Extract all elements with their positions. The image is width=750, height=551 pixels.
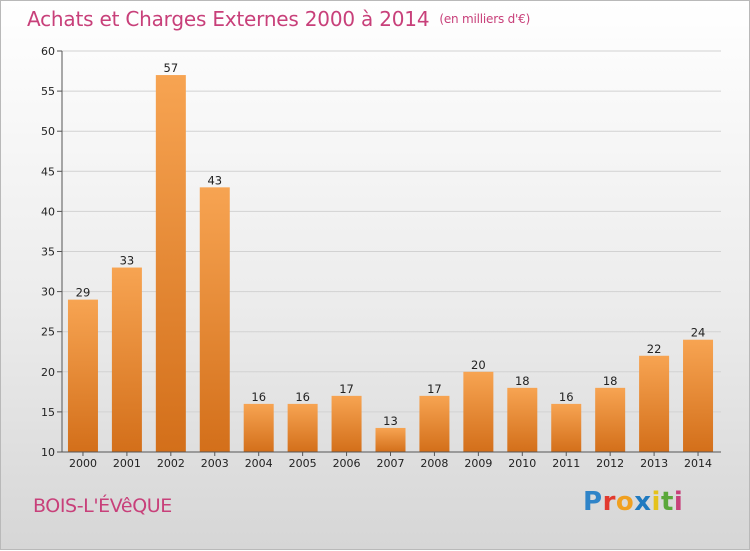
bar <box>199 187 230 452</box>
bar <box>243 403 274 452</box>
bar-value-label: 16 <box>251 390 266 404</box>
x-tick-label: 2005 <box>289 457 317 470</box>
bar <box>111 267 142 452</box>
x-tick-label: 2004 <box>245 457 273 470</box>
bar <box>507 387 538 452</box>
x-tick-label: 2003 <box>201 457 229 470</box>
bar <box>463 371 494 452</box>
logo-letter-2: r <box>602 487 616 517</box>
bar-value-label: 16 <box>295 390 310 404</box>
x-tick-label: 2008 <box>420 457 448 470</box>
y-tick-label: 10 <box>41 446 55 459</box>
bar-value-label: 17 <box>339 382 354 396</box>
bar-value-label: 33 <box>120 254 135 268</box>
bar-value-label: 24 <box>691 326 706 340</box>
x-tick-label: 2010 <box>508 457 536 470</box>
logo-letter-1: P <box>583 487 603 517</box>
axes <box>57 50 721 456</box>
place-name: BOIS-L'ÉVêQUE <box>33 495 172 517</box>
bar <box>67 299 98 452</box>
y-tick-label: 55 <box>41 85 55 98</box>
bar <box>155 75 186 452</box>
x-tick-label: 2014 <box>684 457 712 470</box>
logo-letter-7: i <box>673 487 684 517</box>
bar-value-label: 18 <box>515 374 530 388</box>
bar-value-label: 20 <box>471 358 486 372</box>
x-tick-label: 2012 <box>596 457 624 470</box>
bar <box>419 395 450 452</box>
bar-value-label: 17 <box>427 382 442 396</box>
chart-title-text: Achats et Charges Externes 2000 à 2014 <box>27 7 430 31</box>
x-tick-label: 2013 <box>640 457 668 470</box>
x-tick-label: 2001 <box>113 457 141 470</box>
bar <box>683 339 714 452</box>
chart-title: Achats et Charges Externes 2000 à 2014 (e… <box>27 7 530 31</box>
logo-letter-6: t <box>660 487 674 517</box>
logo-letter-4: x <box>634 487 652 517</box>
logo-letter-3: o <box>615 487 635 517</box>
y-tick-label: 20 <box>41 366 55 379</box>
y-tick-label: 15 <box>41 406 55 419</box>
chart-subtitle: (en milliers d'€) <box>439 12 531 26</box>
proxiti-logo: Proxiti <box>583 487 683 517</box>
bar <box>551 403 582 452</box>
y-tick-label: 50 <box>41 125 55 138</box>
tick-labels: 10 15 20 25 30 35 40 45 50 55 60 29 2000 33 2001 57 2002… <box>41 45 712 470</box>
x-tick-label: 2007 <box>377 457 405 470</box>
bar-value-label: 18 <box>603 374 618 388</box>
x-tick-label: 2002 <box>157 457 185 470</box>
y-tick-label: 35 <box>41 246 55 259</box>
x-tick-label: 2009 <box>464 457 492 470</box>
bar <box>639 355 670 452</box>
y-tick-label: 45 <box>41 165 55 178</box>
y-tick-label: 40 <box>41 205 55 218</box>
bar <box>287 403 318 452</box>
bar-value-label: 29 <box>76 286 91 300</box>
bar-value-label: 43 <box>207 173 222 187</box>
x-tick-label: 2011 <box>552 457 580 470</box>
bar-value-label: 22 <box>647 342 662 356</box>
x-tick-label: 2006 <box>333 457 361 470</box>
bar <box>331 395 362 452</box>
bar-value-label: 16 <box>559 390 574 404</box>
bar <box>595 387 626 452</box>
y-tick-label: 30 <box>41 286 55 299</box>
x-tick-label: 2000 <box>69 457 97 470</box>
bar-value-label: 13 <box>383 414 398 428</box>
bar <box>375 427 406 452</box>
bar-value-label: 57 <box>164 61 179 75</box>
y-tick-label: 25 <box>41 326 55 339</box>
logo-letter-5: i <box>651 487 661 517</box>
bars <box>67 75 714 452</box>
y-tick-label: 60 <box>41 45 55 58</box>
